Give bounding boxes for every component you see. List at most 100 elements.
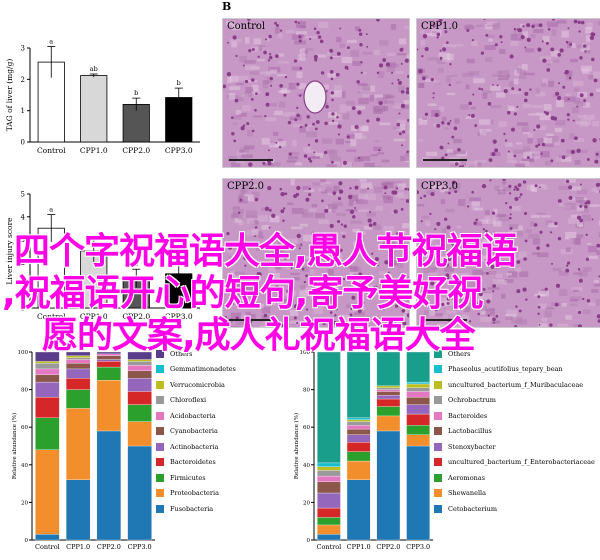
cell xyxy=(447,93,455,95)
cell xyxy=(508,106,515,111)
legend-label: Ochrobactrum xyxy=(448,396,496,404)
nucleus xyxy=(561,139,565,143)
stack-segment xyxy=(35,352,59,361)
nucleus xyxy=(569,43,572,46)
cell xyxy=(327,269,333,275)
cell xyxy=(570,59,578,62)
nucleus xyxy=(399,132,402,135)
nucleus xyxy=(518,183,522,187)
cell xyxy=(507,153,513,159)
cell xyxy=(360,126,369,131)
legend-label: Cyanobacteria xyxy=(170,427,218,435)
stack-segment xyxy=(377,391,400,395)
legend-swatch xyxy=(434,474,442,482)
significance-letter: b xyxy=(177,79,181,87)
nucleus xyxy=(448,257,452,261)
nucleus xyxy=(535,145,538,148)
cell xyxy=(290,273,300,275)
nucleus xyxy=(299,39,302,42)
cell xyxy=(393,126,401,129)
cell xyxy=(390,64,399,67)
central-vein xyxy=(304,81,326,113)
cell xyxy=(442,117,446,121)
cell xyxy=(582,215,591,222)
nucleus xyxy=(337,52,341,56)
nucleus xyxy=(584,205,587,208)
nucleus xyxy=(509,206,512,209)
nucleus xyxy=(252,130,255,133)
nucleus xyxy=(323,322,326,325)
cell xyxy=(511,317,523,323)
nucleus xyxy=(401,144,403,146)
cell xyxy=(472,270,482,276)
nucleus xyxy=(358,277,361,280)
cell xyxy=(575,197,584,201)
nucleus xyxy=(238,211,240,213)
legend-item: Cetobacterium xyxy=(434,501,595,517)
cell xyxy=(288,156,298,159)
stack-segment xyxy=(347,425,370,429)
nucleus xyxy=(280,209,284,213)
nucleus xyxy=(449,63,451,65)
cell xyxy=(326,305,338,308)
cell xyxy=(587,243,592,245)
cell xyxy=(485,210,490,215)
cell xyxy=(511,41,519,46)
cell xyxy=(422,260,431,265)
nucleus xyxy=(477,313,479,315)
nucleus xyxy=(330,224,334,228)
cell xyxy=(546,133,554,136)
legend-item: Fusobacteria xyxy=(156,501,236,517)
nucleus xyxy=(437,33,441,37)
nucleus xyxy=(339,28,341,30)
nucleus xyxy=(308,193,311,196)
nucleus xyxy=(433,97,435,99)
nucleus xyxy=(244,265,246,267)
cell xyxy=(397,53,406,55)
nucleus xyxy=(585,50,587,52)
nucleus xyxy=(258,56,260,58)
nucleus xyxy=(438,285,440,287)
nucleus xyxy=(445,263,449,267)
cell xyxy=(365,194,376,201)
nucleus xyxy=(425,47,429,51)
nucleus xyxy=(268,35,272,39)
cell xyxy=(593,71,600,78)
cell xyxy=(507,160,517,164)
nucleus xyxy=(405,59,409,63)
cell xyxy=(517,122,528,126)
y-tick-label: 5 xyxy=(21,191,25,199)
stack-segment xyxy=(35,534,59,540)
cell xyxy=(284,112,296,117)
cell xyxy=(565,232,576,238)
legend-swatch xyxy=(434,458,442,466)
nucleus xyxy=(489,179,491,181)
nucleus xyxy=(516,260,520,264)
nucleus xyxy=(514,112,517,115)
nucleus xyxy=(379,63,383,67)
nucleus xyxy=(305,274,308,277)
nucleus xyxy=(248,49,251,52)
nucleus xyxy=(468,237,470,239)
cell xyxy=(254,38,262,44)
cell xyxy=(466,281,477,288)
nucleus xyxy=(358,309,362,313)
nucleus xyxy=(274,22,277,25)
cell xyxy=(260,326,270,327)
cell xyxy=(279,231,283,234)
cell xyxy=(300,49,305,55)
cell xyxy=(347,40,357,43)
scale-bar xyxy=(229,319,273,321)
cell xyxy=(262,225,270,230)
nucleus xyxy=(524,99,528,103)
nucleus xyxy=(300,259,303,262)
nucleus xyxy=(348,195,352,199)
nucleus xyxy=(580,183,582,185)
cell xyxy=(400,156,409,161)
nucleus xyxy=(567,98,569,100)
cell xyxy=(235,290,244,297)
nucleus xyxy=(505,139,507,141)
nucleus xyxy=(265,92,269,96)
y-tick-label: 100 xyxy=(300,350,311,356)
